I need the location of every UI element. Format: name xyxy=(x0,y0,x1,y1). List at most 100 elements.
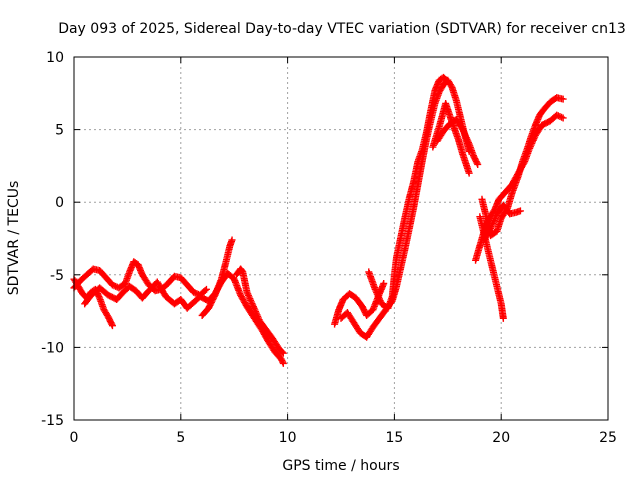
data-point xyxy=(247,296,255,304)
x-tick-label: 20 xyxy=(492,430,510,446)
data-point xyxy=(375,295,383,303)
data-point xyxy=(530,135,538,143)
data-point xyxy=(461,130,469,138)
data-point xyxy=(253,311,261,319)
data-point xyxy=(278,348,286,356)
chart-title: Day 093 of 2025, Sidereal Day-to-day VTE… xyxy=(58,21,626,37)
data-point xyxy=(201,286,209,294)
data-point xyxy=(250,304,258,312)
data-point xyxy=(489,219,497,227)
y-tick-label: -10 xyxy=(41,340,64,356)
data-point xyxy=(380,280,388,288)
y-tick-label: 0 xyxy=(55,195,64,211)
data-point xyxy=(487,224,495,232)
x-tick-label: 25 xyxy=(599,430,617,446)
data-point xyxy=(464,139,472,147)
data-point xyxy=(244,291,252,299)
data-point xyxy=(254,314,262,322)
plot-area xyxy=(70,73,567,367)
data-point xyxy=(245,293,253,301)
data-point xyxy=(108,322,116,330)
data-point xyxy=(246,295,254,303)
data-point xyxy=(459,127,467,135)
data-point xyxy=(465,169,473,177)
data-point xyxy=(190,288,198,296)
data-point xyxy=(254,312,262,320)
data-point xyxy=(529,138,537,146)
data-point xyxy=(447,82,455,90)
data-point xyxy=(559,95,567,103)
data-point xyxy=(279,359,287,367)
data-point xyxy=(372,287,380,295)
data-point xyxy=(490,216,498,224)
data-point xyxy=(462,132,470,140)
x-axis-label: GPS time / hours xyxy=(282,458,399,474)
grid xyxy=(74,57,608,420)
data-point xyxy=(444,78,452,86)
data-point xyxy=(202,285,210,293)
data-point xyxy=(373,290,381,298)
data-point xyxy=(529,136,537,144)
data-point xyxy=(558,113,566,121)
data-point xyxy=(464,137,472,145)
axes: 0 5 10 15 20 25 -15 -10 -5 0 5 10 xyxy=(41,50,617,446)
x-tick-label: 10 xyxy=(279,430,297,446)
data-point xyxy=(526,143,534,151)
x-tick-label: 15 xyxy=(385,430,403,446)
data-point xyxy=(279,349,287,357)
data-point xyxy=(252,309,260,317)
y-tick-label: -15 xyxy=(41,413,64,429)
data-point xyxy=(531,133,539,141)
data-point xyxy=(556,113,564,121)
data-point xyxy=(251,306,259,314)
x-tick-label: 0 xyxy=(70,430,79,446)
data-point xyxy=(191,289,199,297)
data-point xyxy=(462,134,470,142)
data-point xyxy=(375,293,383,301)
data-point xyxy=(110,282,118,290)
y-tick-label: 10 xyxy=(46,50,64,66)
y-tick-label: -5 xyxy=(50,268,64,284)
data-point xyxy=(248,300,256,308)
data-point xyxy=(528,139,536,147)
y-axis-label: SDTVAR / TECUs xyxy=(6,181,22,296)
data-point xyxy=(244,290,252,298)
data-point xyxy=(474,160,482,168)
x-tick-label: 5 xyxy=(176,430,185,446)
data-point xyxy=(487,223,495,231)
data-point xyxy=(499,314,507,322)
data-point xyxy=(376,297,384,305)
data-point xyxy=(249,301,257,309)
data-point xyxy=(473,159,481,167)
data-point xyxy=(460,129,468,137)
data-point xyxy=(108,281,116,289)
data-point xyxy=(491,215,499,223)
y-tick-label: 5 xyxy=(55,123,64,139)
data-point xyxy=(108,320,116,328)
data-point xyxy=(373,289,381,297)
data-point xyxy=(374,292,382,300)
data-point xyxy=(488,221,496,229)
data-point xyxy=(252,308,260,316)
data-point xyxy=(243,288,251,296)
data-point xyxy=(443,77,451,85)
data-point xyxy=(553,111,561,119)
data-point xyxy=(486,226,494,234)
data-point xyxy=(463,135,471,143)
data-point xyxy=(95,293,103,301)
data-point xyxy=(489,218,497,226)
data-point xyxy=(247,298,255,306)
data-point xyxy=(492,213,500,221)
data-point xyxy=(525,146,533,154)
data-point xyxy=(520,159,528,167)
data-point xyxy=(554,112,562,120)
data-point xyxy=(527,141,535,149)
data-point xyxy=(228,236,236,244)
data-point xyxy=(526,144,534,152)
data-point xyxy=(249,303,257,311)
data-point xyxy=(458,124,466,132)
plot-frame xyxy=(73,56,609,421)
data-point xyxy=(210,293,218,301)
data-point xyxy=(459,126,467,134)
